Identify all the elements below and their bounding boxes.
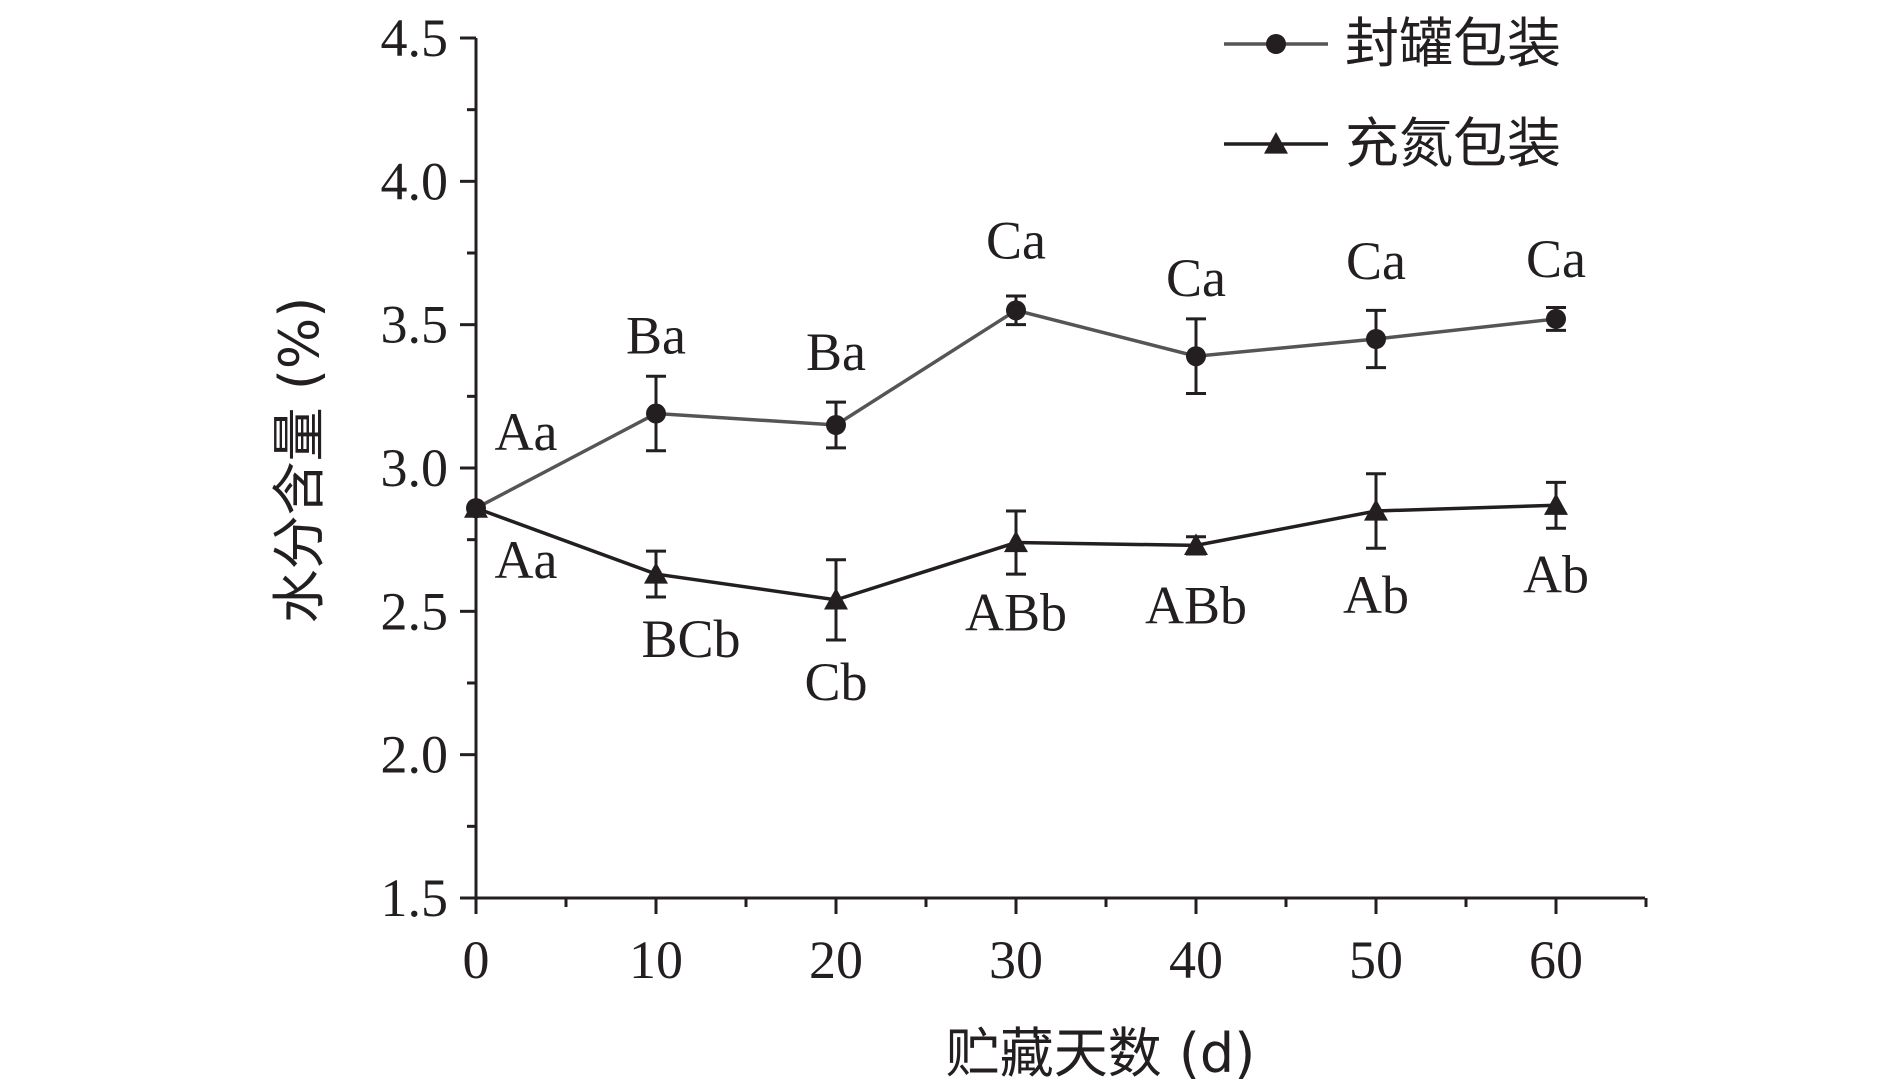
- significance-label: ABb: [1145, 575, 1247, 635]
- data-point-triangle: [824, 587, 848, 610]
- x-tick-label: 50: [1349, 930, 1403, 990]
- data-point-triangle: [1364, 499, 1388, 521]
- significance-label: Ba: [626, 306, 686, 366]
- y-tick-label: 4.5: [381, 8, 449, 68]
- significance-label: Ab: [1523, 544, 1589, 604]
- y-tick-label: 3.5: [381, 295, 449, 355]
- data-point-triangle: [644, 562, 668, 584]
- significance-label: Ca: [1526, 229, 1586, 289]
- significance-label: Aa: [495, 402, 558, 462]
- legend-label: 充氮包装: [1345, 112, 1561, 175]
- significance-label: Aa: [495, 530, 558, 590]
- axes: 1.5 2.0 2.5 3.0 3.5 4.0 4.5 0 10 20 30 40 50 60: [381, 8, 1648, 990]
- y-tick-label: 1.5: [381, 868, 449, 928]
- y-tick-label: 4.0: [381, 151, 449, 211]
- data-point-circle: [646, 403, 666, 424]
- y-tick-label: 2.5: [381, 581, 449, 641]
- data-point-triangle: [1184, 533, 1208, 555]
- x-tick-label: 40: [1169, 930, 1223, 990]
- significance-label: Ca: [986, 210, 1046, 270]
- significance-label: ABb: [965, 583, 1067, 643]
- legend-item: 充氮包装: [1224, 112, 1561, 175]
- y-tick-label: 3.0: [381, 438, 449, 498]
- series-sealed-can: Aa Ba Ba Ca Ca Ca Ca: [466, 210, 1586, 519]
- data-point-circle: [826, 415, 846, 435]
- x-tick-label: 10: [629, 930, 683, 990]
- series-nitrogen: Aa BCb Cb ABb ABb Ab Ab: [464, 472, 1589, 712]
- significance-label: Ca: [1346, 231, 1406, 291]
- series-layer: Aa Ba Ba Ca Ca Ca Ca Aa BCb Cb ABb ABb Ab Ab: [464, 210, 1589, 712]
- data-point-circle: [1546, 308, 1566, 329]
- significance-label: Ca: [1166, 248, 1226, 308]
- data-point-circle: [1266, 34, 1286, 54]
- x-tick-label: 0: [463, 930, 490, 990]
- significance-label: BCb: [641, 609, 740, 669]
- legend-label: 封罐包装: [1345, 12, 1561, 75]
- x-tick-label: 60: [1529, 930, 1583, 990]
- data-point-triangle: [1264, 132, 1288, 154]
- x-tick-label: 20: [809, 930, 863, 990]
- data-point-triangle: [1544, 493, 1568, 515]
- x-tick-label: 30: [989, 930, 1043, 990]
- significance-label: Cb: [804, 652, 867, 712]
- y-tick-label: 2.0: [381, 725, 449, 785]
- data-point-circle: [1186, 346, 1206, 367]
- x-axis-title: 贮藏天数 (d): [946, 1022, 1256, 1085]
- data-point-triangle: [464, 496, 488, 518]
- significance-label: Ba: [806, 322, 866, 382]
- data-point-circle: [1006, 300, 1026, 321]
- legend-item: 封罐包装: [1224, 12, 1561, 75]
- data-point-circle: [1366, 329, 1386, 349]
- data-point-triangle: [1004, 530, 1028, 553]
- significance-label: Ab: [1343, 565, 1409, 625]
- y-axis-title: 水分含量 (%): [268, 297, 331, 624]
